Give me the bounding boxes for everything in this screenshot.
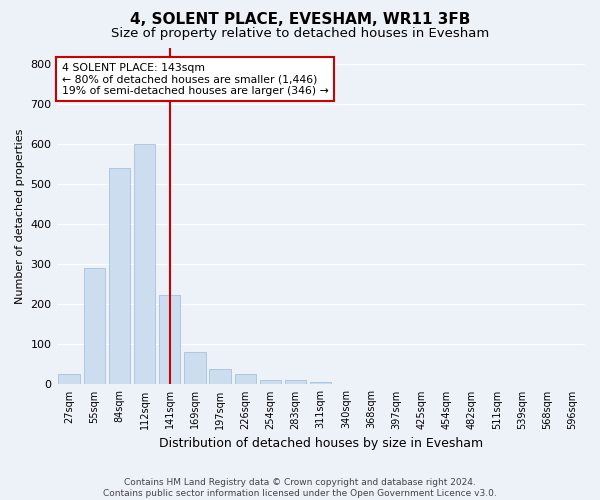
Bar [235, 374, 256, 384]
Bar [285, 380, 307, 384]
Bar [109, 168, 130, 384]
Text: 4, SOLENT PLACE, EVESHAM, WR11 3FB: 4, SOLENT PLACE, EVESHAM, WR11 3FB [130, 12, 470, 28]
Bar [58, 374, 80, 384]
Bar [260, 380, 281, 384]
Bar [134, 144, 155, 384]
Text: Size of property relative to detached houses in Evesham: Size of property relative to detached ho… [111, 28, 489, 40]
Bar [209, 369, 231, 384]
Bar [159, 296, 181, 384]
Text: Contains HM Land Registry data © Crown copyright and database right 2024.
Contai: Contains HM Land Registry data © Crown c… [103, 478, 497, 498]
Y-axis label: Number of detached properties: Number of detached properties [15, 128, 25, 304]
Bar [310, 382, 331, 384]
X-axis label: Distribution of detached houses by size in Evesham: Distribution of detached houses by size … [159, 437, 483, 450]
Bar [184, 352, 206, 384]
Bar [83, 268, 105, 384]
Text: 4 SOLENT PLACE: 143sqm
← 80% of detached houses are smaller (1,446)
19% of semi-: 4 SOLENT PLACE: 143sqm ← 80% of detached… [62, 62, 329, 96]
